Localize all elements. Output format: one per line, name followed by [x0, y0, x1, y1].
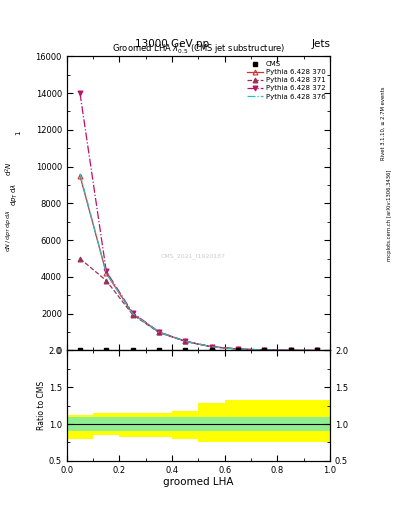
- Line: Pythia 6.428 371: Pythia 6.428 371: [77, 256, 320, 353]
- Pythia 6.428 372: [156, 329, 162, 335]
- Pythia 6.428 376: [236, 346, 241, 352]
- Pythia 6.428 371: [236, 346, 241, 352]
- Text: Jets: Jets: [311, 38, 330, 49]
- Text: $1$: $1$: [14, 130, 23, 136]
- Pythia 6.428 376: [130, 311, 135, 317]
- CMS: [156, 347, 162, 353]
- Line: Pythia 6.428 372: Pythia 6.428 372: [77, 91, 320, 353]
- CMS: [288, 347, 293, 353]
- Title: Groomed LHA $\lambda^{1}_{0.5}$ (CMS jet substructure): Groomed LHA $\lambda^{1}_{0.5}$ (CMS jet…: [112, 41, 285, 56]
- Legend: CMS, Pythia 6.428 370, Pythia 6.428 371, Pythia 6.428 372, Pythia 6.428 376: CMS, Pythia 6.428 370, Pythia 6.428 371,…: [246, 60, 327, 101]
- Pythia 6.428 370: [314, 347, 319, 353]
- Pythia 6.428 376: [183, 338, 188, 345]
- Text: mcplots.cern.ch [arXiv:1306.3436]: mcplots.cern.ch [arXiv:1306.3436]: [387, 169, 391, 261]
- Pythia 6.428 371: [314, 347, 319, 353]
- Pythia 6.428 370: [156, 329, 162, 335]
- Pythia 6.428 376: [314, 347, 319, 353]
- CMS: [78, 347, 83, 353]
- Pythia 6.428 372: [209, 344, 214, 350]
- CMS: [262, 347, 267, 353]
- Pythia 6.428 376: [104, 270, 108, 276]
- Pythia 6.428 371: [288, 347, 293, 353]
- Pythia 6.428 371: [156, 329, 162, 335]
- Pythia 6.428 372: [262, 347, 267, 353]
- Pythia 6.428 370: [183, 338, 188, 345]
- CMS: [104, 347, 108, 353]
- Text: Rivet 3.1.10, ≥ 2.7M events: Rivet 3.1.10, ≥ 2.7M events: [381, 86, 386, 160]
- Text: CMS_2021_I1920187: CMS_2021_I1920187: [161, 253, 226, 259]
- Pythia 6.428 371: [183, 338, 188, 345]
- Pythia 6.428 370: [104, 270, 108, 276]
- Text: 13000 GeV pp: 13000 GeV pp: [135, 38, 209, 49]
- Text: $\mathrm{d}N\,/\,\mathrm{d}p_T\,\mathrm{d}p\,\mathrm{d}\lambda$: $\mathrm{d}N\,/\,\mathrm{d}p_T\,\mathrm{…: [4, 209, 13, 252]
- CMS: [209, 347, 214, 353]
- Pythia 6.428 371: [262, 347, 267, 353]
- CMS: [314, 347, 319, 353]
- Pythia 6.428 370: [209, 344, 214, 350]
- Y-axis label: Ratio to CMS: Ratio to CMS: [37, 381, 46, 430]
- Pythia 6.428 370: [130, 311, 135, 317]
- Pythia 6.428 370: [78, 173, 83, 179]
- Pythia 6.428 371: [209, 344, 214, 350]
- Pythia 6.428 370: [236, 346, 241, 352]
- Text: $\mathrm{d}^2N$: $\mathrm{d}^2N$: [4, 161, 15, 177]
- Pythia 6.428 370: [288, 347, 293, 353]
- Pythia 6.428 371: [130, 312, 135, 318]
- Pythia 6.428 371: [78, 255, 83, 262]
- Pythia 6.428 372: [78, 90, 83, 96]
- Pythia 6.428 372: [183, 338, 188, 344]
- Pythia 6.428 376: [156, 329, 162, 335]
- Pythia 6.428 372: [314, 347, 319, 353]
- Pythia 6.428 372: [288, 347, 293, 353]
- Pythia 6.428 376: [78, 171, 83, 177]
- Pythia 6.428 376: [209, 344, 214, 350]
- Line: Pythia 6.428 376: Pythia 6.428 376: [80, 174, 317, 350]
- Pythia 6.428 370: [262, 347, 267, 353]
- Line: Pythia 6.428 370: Pythia 6.428 370: [77, 174, 320, 353]
- X-axis label: groomed LHA: groomed LHA: [163, 477, 234, 487]
- Pythia 6.428 371: [104, 278, 108, 284]
- Text: $\mathrm{d}p_T\,\mathrm{d}\lambda$: $\mathrm{d}p_T\,\mathrm{d}\lambda$: [10, 183, 20, 206]
- CMS: [183, 347, 188, 353]
- Line: CMS: CMS: [78, 348, 319, 353]
- Pythia 6.428 372: [104, 268, 108, 274]
- Pythia 6.428 376: [288, 347, 293, 353]
- CMS: [236, 347, 241, 353]
- CMS: [130, 347, 135, 353]
- Pythia 6.428 372: [236, 346, 241, 352]
- Pythia 6.428 376: [262, 347, 267, 353]
- Pythia 6.428 372: [130, 310, 135, 316]
